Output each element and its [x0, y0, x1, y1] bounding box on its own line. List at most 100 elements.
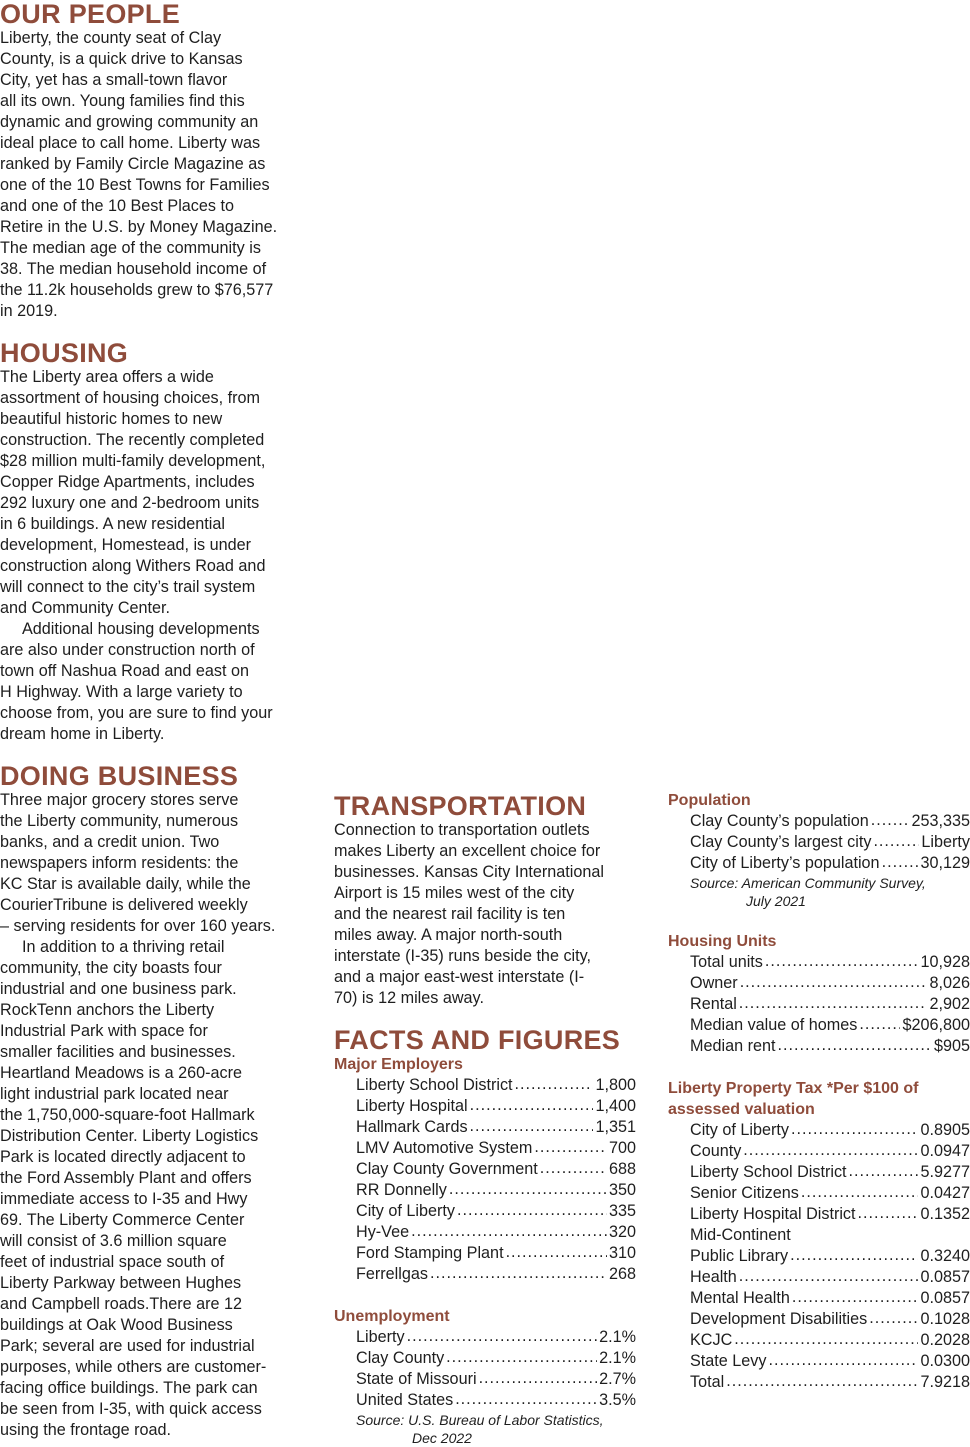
- body-text-line: construction. The recently completed: [0, 431, 265, 449]
- fact-value: 1,800: [595, 1076, 636, 1094]
- body-text-line: Park is located directly adjacent to: [0, 1148, 246, 1166]
- dot-leader: [540, 1159, 607, 1180]
- fact-label: City of Liberty: [356, 1202, 455, 1220]
- fact-value: 0.1028: [920, 1310, 970, 1328]
- body-text-line: the Liberty community, numerous: [0, 812, 239, 830]
- body-text-line: feet of industrial space south of: [0, 1253, 225, 1271]
- body-text-line: immediate access to I-35 and Hwy: [0, 1190, 248, 1208]
- source-note: July 2021: [746, 893, 806, 909]
- fact-value: 30,129: [920, 854, 970, 872]
- fact-value: 1,400: [595, 1097, 636, 1115]
- body-text-line: CourierTribune is delivered weekly: [0, 896, 248, 914]
- section-heading: DOING BUSINESS: [0, 761, 239, 791]
- fact-row: Senior Citizens 0.0427: [690, 1183, 970, 1204]
- fact-row: City of Liberty’s population 30,129: [690, 853, 970, 874]
- fact-value: 0.2028: [920, 1331, 970, 1349]
- body-text-line: The median age of the community is: [0, 239, 261, 257]
- body-text-line: Industrial Park with space for: [0, 1022, 208, 1040]
- body-text-line: Park; several are used for industrial: [0, 1337, 255, 1355]
- body-text-line: the 11.2k households grew to $76,577: [0, 281, 274, 299]
- body-text-line: the Ford Assembly Plant and offers: [0, 1169, 252, 1187]
- dot-leader: [411, 1222, 607, 1243]
- fact-row: Total 7.9218: [690, 1372, 970, 1393]
- body-text-line: RockTenn anchors the Liberty: [0, 1001, 215, 1019]
- dot-leader: [869, 1309, 918, 1330]
- body-text-line: $28 million multi-family development,: [0, 452, 266, 470]
- body-text-line: businesses. Kansas City International: [334, 863, 604, 881]
- dot-leader: [791, 1120, 919, 1141]
- body-text-line: are also under construction north of: [0, 641, 255, 659]
- fact-value: 0.0300: [920, 1352, 970, 1370]
- body-text-line: Liberty, the county seat of Clay: [0, 29, 222, 47]
- dot-leader: [470, 1096, 594, 1117]
- fact-value: 10,928: [920, 953, 970, 971]
- fact-label: Clay County: [356, 1349, 445, 1367]
- fact-row: Clay County’s population 253,335: [690, 811, 970, 832]
- fact-label: Clay County Government: [356, 1160, 538, 1178]
- fact-value: 253,335: [911, 812, 970, 830]
- dot-leader: [515, 1075, 594, 1096]
- fact-value: 335: [608, 1202, 636, 1220]
- body-text-line: Distribution Center. Liberty Logistics: [0, 1127, 259, 1145]
- fact-row: Hy-Vee 320: [356, 1222, 636, 1243]
- fact-label: Liberty Hospital District: [690, 1205, 856, 1223]
- fact-row: Liberty Hospital District 0.1352: [690, 1204, 970, 1225]
- fact-row: Liberty School District 1,800: [356, 1075, 636, 1096]
- group-title: assessed valuation: [668, 1101, 815, 1118]
- fact-label: Median rent: [690, 1037, 776, 1055]
- fact-value: 1,351: [595, 1118, 636, 1136]
- fact-value: 2.1%: [599, 1328, 636, 1346]
- fact-row: Clay County 2.1%: [356, 1348, 636, 1369]
- fact-label: Median value of homes: [690, 1016, 858, 1034]
- fact-label: KCJC: [690, 1331, 733, 1349]
- section-heading: TRANSPORTATION: [334, 791, 587, 821]
- fact-value: Liberty: [921, 833, 970, 851]
- fact-row: State Levy 0.0300: [690, 1351, 970, 1372]
- body-text-line: community, the city boasts four: [0, 959, 222, 977]
- group-title: Liberty Property Tax *Per $100 of: [668, 1080, 919, 1097]
- body-text-line: smaller facilities and businesses.: [0, 1043, 236, 1061]
- dot-leader: [446, 1348, 597, 1369]
- fact-label: Ford Stamping Plant: [356, 1244, 504, 1262]
- body-text-line: Copper Ridge Apartments, includes: [0, 473, 255, 491]
- body-text-line: In addition to a thriving retail: [22, 938, 225, 956]
- body-text-line: 70) is 12 miles away.: [334, 989, 484, 1007]
- body-text-line: miles away. A major north-south: [334, 926, 563, 944]
- fact-row: RR Donnelly 350: [356, 1180, 636, 1201]
- fact-row: KCJC 0.2028: [690, 1330, 970, 1351]
- dot-leader: [470, 1117, 594, 1138]
- body-text-line: newspapers inform residents: the: [0, 854, 239, 872]
- fact-label: Ferrellgas: [356, 1265, 428, 1283]
- dot-leader: [479, 1369, 598, 1390]
- group-title: Population: [668, 792, 751, 809]
- fact-value: 7.9218: [920, 1373, 970, 1391]
- dot-leader: [734, 1330, 918, 1351]
- dot-leader: [457, 1201, 607, 1222]
- body-text-line: – serving residents for over 160 years.: [0, 917, 276, 935]
- body-text-line: purposes, while others are customer-: [0, 1358, 267, 1376]
- body-text-line: KC Star is available daily, while the: [0, 875, 251, 893]
- fact-row: Liberty 2.1%: [356, 1327, 636, 1348]
- fact-label: City of Liberty’s population: [690, 854, 880, 872]
- fact-row: Owner 8,026: [690, 973, 970, 994]
- body-text-line: Airport is 15 miles west of the city: [334, 884, 575, 902]
- body-text-line: choose from, you are sure to find your: [0, 704, 273, 722]
- fact-row: Ferrellgas 268: [356, 1264, 636, 1285]
- fact-row: Liberty School District 5.9277: [690, 1162, 970, 1183]
- fact-value: $905: [933, 1037, 970, 1055]
- fact-value: 700: [608, 1139, 636, 1157]
- body-text-line: industrial and one business park.: [0, 980, 237, 998]
- fact-value: 2,902: [929, 995, 970, 1013]
- body-text-line: light industrial park located near: [0, 1085, 229, 1103]
- body-text-line: ranked by Family Circle Magazine as: [0, 155, 266, 173]
- fact-label: City of Liberty: [690, 1121, 789, 1139]
- body-text-line: in 6 buildings. A new residential: [0, 515, 225, 533]
- body-text-line: will consist of 3.6 million square: [0, 1232, 227, 1250]
- dot-leader: [777, 1036, 932, 1057]
- section-heading: FACTS AND FIGURES: [334, 1025, 621, 1055]
- right-column: Population Clay County’s population 253,33…: [668, 790, 970, 1393]
- fact-label: County: [690, 1142, 742, 1160]
- body-text-line: ideal place to call home. Liberty was: [0, 134, 261, 152]
- fact-value: 3.5%: [599, 1391, 636, 1409]
- group-title: Housing Units: [668, 933, 777, 950]
